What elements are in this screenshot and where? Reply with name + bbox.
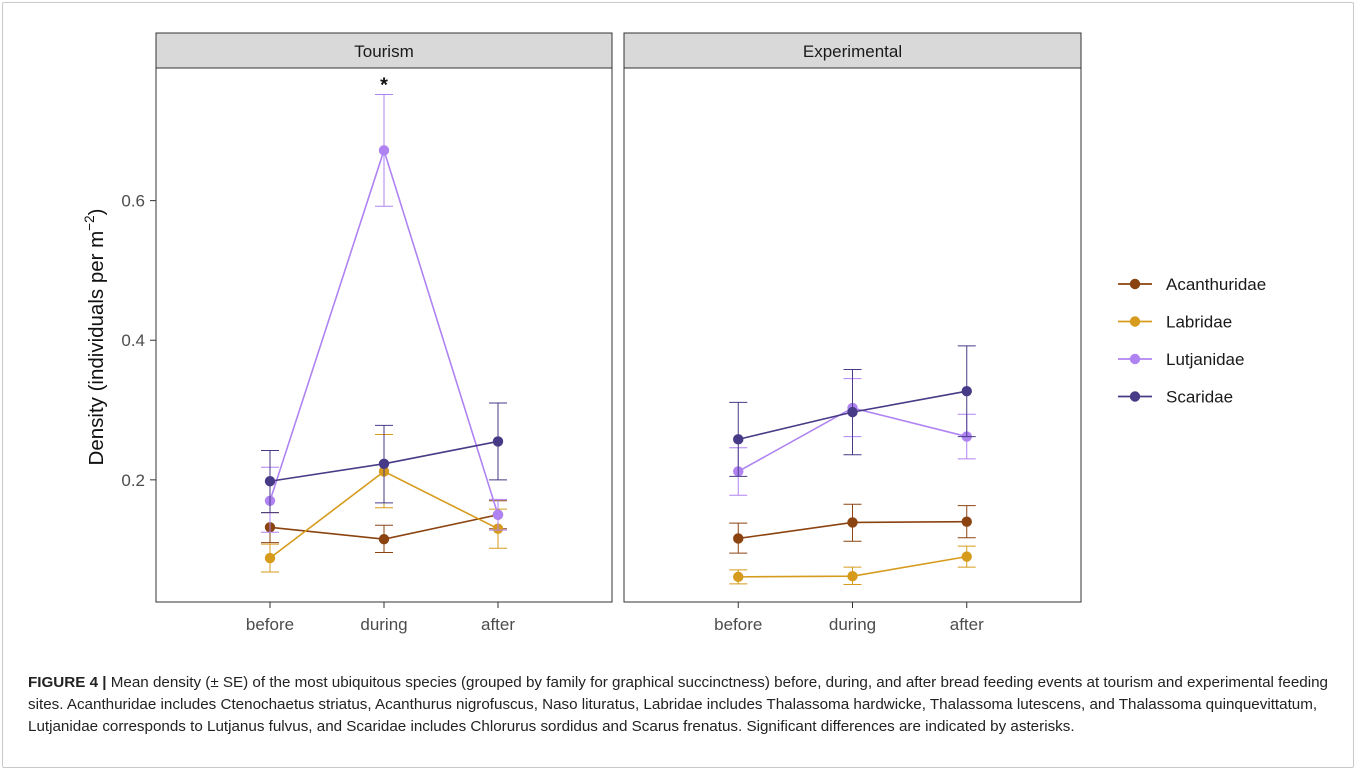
data-point <box>847 517 858 528</box>
data-point <box>733 434 744 445</box>
legend-label: Acanthuridae <box>1166 275 1266 294</box>
data-point <box>378 458 390 469</box>
panel-strip-label: Experimental <box>803 42 902 61</box>
legend-label: Scaridae <box>1166 388 1233 407</box>
x-tick-label: during <box>360 615 407 634</box>
x-tick-label: before <box>714 615 762 634</box>
legend-key-point <box>1129 391 1141 402</box>
legend-key-point <box>1129 353 1141 365</box>
series-acanthuridae <box>729 503 976 554</box>
data-point <box>378 145 390 156</box>
legend-item-labridae: Labridae <box>1118 313 1232 332</box>
legend: Acanthuridae Labridae Lutjanidae Scaridae <box>1118 275 1266 407</box>
series-lutjanidae <box>261 94 507 533</box>
legend-item-acanthuridae: Acanthuridae <box>1118 275 1266 294</box>
data-point <box>264 552 276 564</box>
data-point <box>847 570 858 582</box>
significance-asterisk: * <box>380 75 388 97</box>
data-point <box>492 436 504 447</box>
data-point <box>378 533 390 545</box>
data-point <box>492 509 504 520</box>
data-point <box>264 476 276 487</box>
x-tick-label: after <box>950 615 984 634</box>
series-labridae <box>729 545 976 586</box>
series-scaridae <box>729 345 976 477</box>
legend-label: Lutjanidae <box>1166 350 1244 369</box>
legend-key-point <box>1129 316 1141 327</box>
y-tick-label: 0.2 <box>121 471 145 490</box>
x-tick-label: during <box>829 615 876 634</box>
y-axis-title: Density (individuals per m−2) <box>82 209 108 466</box>
legend-key-point <box>1129 278 1141 290</box>
panel-tourism: Tourism before during after * <box>155 32 613 634</box>
series-scaridae <box>261 402 507 514</box>
y-tick-label: 0.4 <box>121 331 145 350</box>
y-tick-label: 0.6 <box>121 192 145 211</box>
x-tick-label: after <box>481 615 515 634</box>
legend-item-lutjanidae: Lutjanidae <box>1118 350 1244 369</box>
caption-text: Mean density (± SE) of the most ubiquito… <box>28 674 1328 735</box>
figure-caption: FIGURE 4 | Mean density (± SE) of the mo… <box>28 672 1328 738</box>
panel-experimental: Experimental before during after <box>623 32 1082 634</box>
panels: Tourism before during after * Experimental bef… <box>155 32 1082 634</box>
chart: Tourism before during after * Experimental bef… <box>82 32 1266 634</box>
caption-label: FIGURE 4 | <box>28 674 107 691</box>
legend-item-scaridae: Scaridae <box>1118 388 1233 407</box>
data-point <box>733 533 744 544</box>
panel-strip <box>623 32 1082 69</box>
data-point <box>847 406 858 418</box>
panel-strip-label: Tourism <box>354 42 414 61</box>
data-point <box>961 516 972 527</box>
legend-label: Labridae <box>1166 313 1232 332</box>
x-tick-label: before <box>246 615 294 634</box>
data-point <box>961 385 972 397</box>
y-axis: 0.2 0.4 0.6 <box>121 192 156 490</box>
data-point <box>961 551 972 562</box>
data-point <box>733 571 744 583</box>
